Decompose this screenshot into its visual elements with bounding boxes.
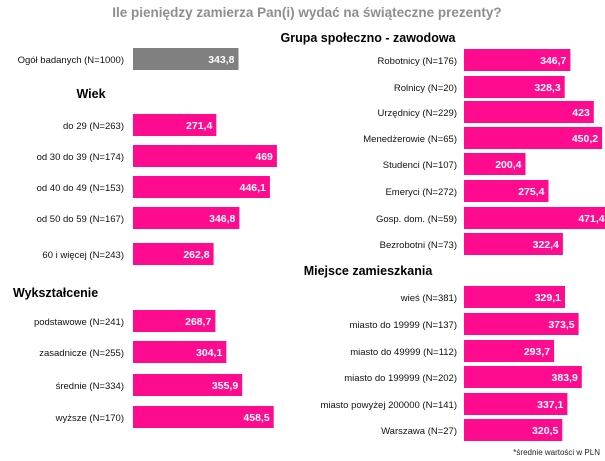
data-label: 423: [572, 107, 590, 119]
category-label: od 50 do 59 (N=167): [37, 214, 124, 225]
category-label: od 30 do 39 (N=174): [37, 152, 124, 163]
data-label: 346,7: [540, 55, 566, 67]
category-label: 60 i więcej (N=243): [42, 250, 124, 261]
bar: [464, 313, 579, 335]
data-label: 268,7: [185, 316, 211, 328]
category-label: Warszawa (N=27): [381, 426, 457, 437]
bar: [464, 233, 563, 255]
bar: [133, 243, 214, 265]
category-label: średnie (N=334): [56, 381, 124, 392]
data-label: 320,5: [532, 425, 558, 437]
data-label: 450,2: [572, 133, 598, 145]
chart-marks: Ogół badanych (N=1000) 343,8 Wiek do 29 (N=…: [13, 31, 605, 441]
data-label: 337,1: [537, 399, 563, 411]
bar: [133, 310, 216, 332]
bar: [464, 393, 568, 415]
section-header: Miejsce zamieszkania: [304, 264, 434, 278]
bar: [133, 207, 240, 229]
bar: [464, 127, 603, 149]
category-label: do 29 (N=263): [63, 121, 124, 132]
category-label: wieś (N=381): [400, 293, 457, 304]
data-label: 293,7: [524, 346, 550, 358]
data-label: 328,3: [534, 82, 560, 94]
data-label: 329,1: [535, 292, 561, 304]
bar: [464, 207, 605, 229]
bar: [464, 101, 594, 123]
data-label: 271,4: [186, 120, 212, 132]
section-header: Wykształcenie: [13, 286, 98, 300]
category-label: miasto do 49999 (N=112): [350, 347, 457, 358]
section-header: Wiek: [76, 87, 105, 101]
bar: [133, 114, 217, 136]
data-label: 383,9: [552, 372, 578, 384]
category-label: miasto do 199999 (N=202): [344, 373, 457, 384]
chart-title: Ile pieniędzy zamierza Pan(i) wydać na ś…: [112, 5, 501, 20]
category-label: Studenci (N=107): [383, 160, 457, 171]
bar: [464, 366, 582, 388]
data-label: 446,1: [240, 182, 266, 194]
data-label: 355,9: [212, 380, 238, 392]
bar: [133, 176, 270, 198]
category-label: miasto do 19999 (N=137): [350, 320, 457, 331]
data-label: 458,5: [243, 412, 269, 424]
category-label: wyższe (N=170): [55, 413, 124, 424]
category-label: zasadnicze (N=255): [39, 348, 124, 359]
data-label: 469: [255, 151, 273, 163]
data-label: 322,4: [533, 239, 559, 251]
bar: [133, 145, 277, 167]
data-label: 200,4: [495, 159, 521, 171]
data-label: 471,4: [578, 213, 604, 225]
bar: [464, 180, 549, 202]
category-label: Ogół badanych (N=1000): [18, 55, 124, 66]
data-label: 373,5: [548, 319, 574, 331]
bar: [133, 48, 239, 70]
category-label: miasto powyżej 200000 (N=141): [320, 400, 457, 411]
bar: [133, 374, 243, 396]
chart-footnote: *średnie wartości w PLN: [513, 448, 600, 457]
data-label: 275,4: [518, 186, 544, 198]
bar: [464, 76, 565, 98]
category-label: Gosp. dom. (N=59): [376, 214, 457, 225]
section-header: Grupa społeczno - zawodowa: [280, 31, 456, 45]
category-label: podstawowe (N=241): [34, 317, 124, 328]
category-label: Menedżerowie (N=65): [363, 134, 457, 145]
category-label: Urzędnicy (N=229): [378, 108, 457, 119]
category-label: Robotnicy (N=176): [378, 56, 457, 67]
data-label: 262,8: [183, 249, 209, 261]
bar: [464, 153, 526, 175]
category-label: Rolnicy (N=20): [394, 83, 457, 94]
data-label: 304,1: [196, 347, 222, 359]
data-label: 346,8: [209, 213, 235, 225]
category-label: Bezrobotni (N=73): [380, 240, 457, 251]
bar: [464, 340, 555, 362]
data-label: 343,8: [208, 54, 234, 66]
category-label: od 40 do 49 (N=153): [37, 183, 124, 194]
bar: [464, 419, 563, 441]
bar: [133, 406, 274, 428]
bar: [464, 49, 571, 71]
bar: [133, 341, 227, 363]
bar: [464, 286, 565, 308]
category-label: Emeryci (N=272): [385, 187, 457, 198]
